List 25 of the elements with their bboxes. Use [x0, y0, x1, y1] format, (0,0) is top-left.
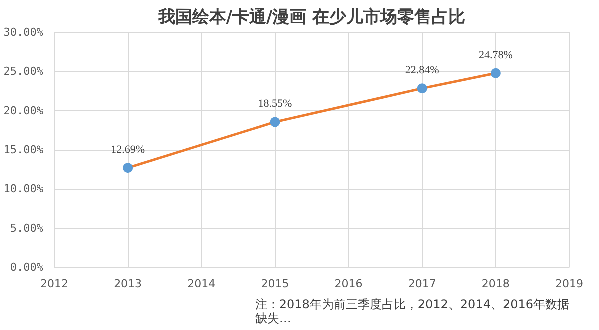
x-tick-label: 2016: [334, 278, 363, 290]
y-tick-label: 30.00%: [4, 26, 44, 39]
y-tick-label: 5.00%: [10, 222, 44, 235]
x-tick-label: 2012: [40, 278, 69, 290]
x-tick-label: 2013: [114, 278, 142, 290]
data-label: 24.78%: [478, 49, 513, 62]
point: [490, 68, 501, 78]
data-label: 12.69%: [111, 144, 146, 156]
data-label: 22.84%: [405, 64, 440, 77]
text: 注：2018年为前三季度占比，2012、2014、2016年数据缺失…: [255, 298, 570, 326]
y-tick-label: 10.00%: [4, 182, 44, 196]
x-tick-label: 2018: [482, 278, 510, 290]
point: [270, 117, 280, 128]
y-tick-label: 25.00%: [4, 65, 44, 78]
x-tick-label: 2019: [556, 278, 584, 290]
x-tick-label: 2014: [188, 278, 216, 290]
data-label: 18.55%: [258, 98, 292, 110]
point: [417, 84, 428, 94]
x-tick-label: 2017: [408, 278, 436, 290]
x-tick-label: 2015: [261, 278, 290, 290]
chart-title: 我国绘本/卡通/漫画 在少儿市场零售占比: [157, 8, 466, 28]
y-tick-label: 15.00%: [4, 144, 44, 156]
point: [123, 163, 134, 174]
y-tick-label: 20.00%: [4, 104, 44, 118]
y-tick-label: 0.00%: [10, 261, 44, 274]
